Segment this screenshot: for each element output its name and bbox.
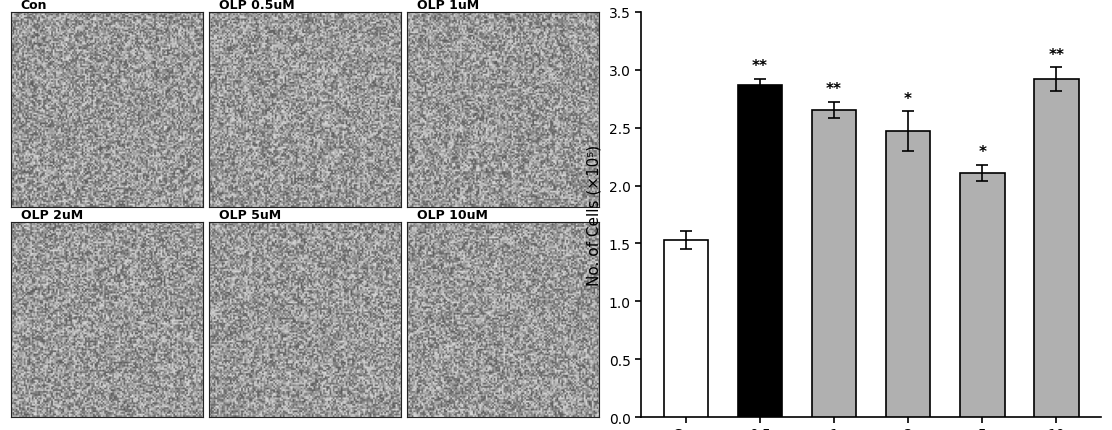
- Text: OLP 1uM: OLP 1uM: [417, 0, 479, 12]
- Bar: [960, 173, 1004, 417]
- Bar: [886, 132, 931, 417]
- Text: Con: Con: [21, 0, 47, 12]
- Bar: [737, 86, 782, 417]
- Text: OLP 0.5uM: OLP 0.5uM: [219, 0, 295, 12]
- Text: **: **: [826, 82, 842, 97]
- Bar: [812, 111, 856, 417]
- Text: OLP 10uM: OLP 10uM: [417, 209, 488, 221]
- Text: **: **: [1049, 48, 1064, 62]
- Y-axis label: No. of Cells (×10⁵): No. of Cells (×10⁵): [587, 144, 602, 286]
- Text: *: *: [904, 92, 912, 107]
- Bar: [664, 240, 708, 417]
- Text: OLP 2uM: OLP 2uM: [21, 209, 83, 221]
- Bar: [1034, 80, 1079, 417]
- Text: **: **: [752, 59, 768, 74]
- Text: *: *: [979, 144, 986, 160]
- Text: OLP 5uM: OLP 5uM: [219, 209, 281, 221]
